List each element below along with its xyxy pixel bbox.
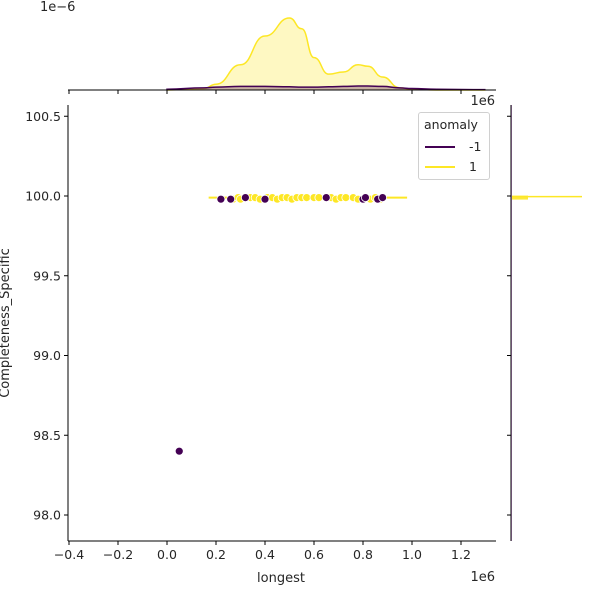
svg-text:100.5: 100.5 bbox=[25, 109, 61, 124]
legend-line-icon bbox=[425, 166, 455, 168]
top-marginal-offset-label: 1e−6 bbox=[40, 0, 75, 15]
data-point bbox=[174, 446, 184, 456]
top-marginal-kde bbox=[68, 17, 496, 91]
x-axis-ticks: −0.4 −0.2 0.0 0.2 0.4 0.6 0.8 1.0 1.2 bbox=[54, 90, 471, 562]
svg-text:−0.4: −0.4 bbox=[54, 547, 84, 562]
data-point bbox=[378, 193, 388, 202]
svg-text:100.0: 100.0 bbox=[25, 189, 61, 204]
legend-line-icon bbox=[425, 146, 455, 148]
legend: anomaly -1 1 bbox=[418, 112, 490, 180]
data-point bbox=[302, 193, 312, 202]
svg-text:1.2: 1.2 bbox=[451, 547, 471, 562]
x-offset-label-top: 1e6 bbox=[470, 94, 495, 109]
svg-text:98.5: 98.5 bbox=[33, 428, 61, 443]
legend-title: anomaly bbox=[424, 117, 478, 132]
legend-label: -1 bbox=[469, 139, 482, 154]
data-point bbox=[321, 193, 331, 202]
x-offset-label: 1e6 bbox=[470, 570, 495, 585]
legend-label: 1 bbox=[469, 159, 477, 174]
data-point bbox=[216, 194, 226, 204]
data-point bbox=[314, 193, 324, 202]
data-point bbox=[226, 194, 236, 204]
data-point bbox=[260, 194, 270, 204]
svg-text:99.5: 99.5 bbox=[33, 268, 61, 283]
data-point bbox=[361, 193, 370, 202]
svg-text:99.0: 99.0 bbox=[33, 348, 61, 363]
svg-text:98.0: 98.0 bbox=[33, 508, 61, 523]
right-marginal-kde bbox=[510, 105, 582, 541]
data-point bbox=[341, 193, 351, 202]
svg-text:0.2: 0.2 bbox=[206, 547, 226, 562]
svg-text:1.0: 1.0 bbox=[402, 547, 422, 562]
svg-text:0.0: 0.0 bbox=[157, 547, 177, 562]
data-point bbox=[240, 193, 250, 202]
y-axis-label: Completeness_Specific bbox=[0, 248, 13, 398]
y-axis-ticks: 100.5 100.0 99.5 99.0 98.5 98.0 bbox=[25, 109, 511, 523]
main-scatter-plot bbox=[67, 105, 496, 542]
svg-text:−0.2: −0.2 bbox=[103, 547, 133, 562]
svg-text:0.6: 0.6 bbox=[304, 547, 324, 562]
svg-text:0.8: 0.8 bbox=[353, 547, 373, 562]
x-axis-label: longest bbox=[257, 571, 305, 586]
svg-text:0.4: 0.4 bbox=[255, 547, 275, 562]
